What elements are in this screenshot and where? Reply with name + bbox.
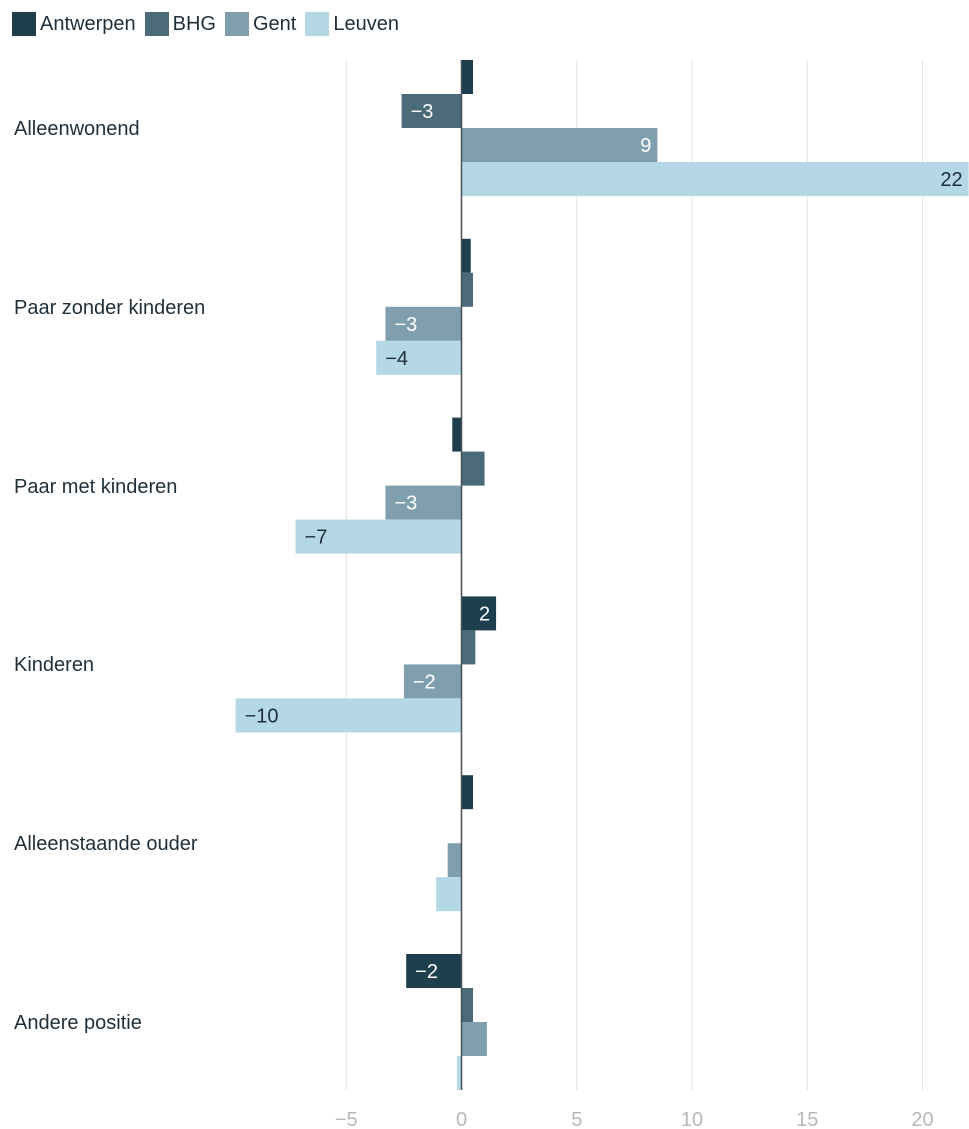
bar-antwerpen-paar-met-kinderen xyxy=(452,417,462,452)
legend-item-leuven: Leuven xyxy=(305,12,399,36)
bar-gent-paar-met-kinderen xyxy=(385,485,462,520)
data-label-gent-paar-zonder-kinderen: −3 xyxy=(394,314,417,336)
legend-swatch-antwerpen xyxy=(12,12,36,36)
bar-gent-kinderen xyxy=(403,664,462,699)
x-tick-label-3: 10 xyxy=(681,1109,703,1129)
bar-gent-alleenstaande-ouder xyxy=(447,843,462,878)
x-tick-label-4: 15 xyxy=(796,1109,818,1129)
bar-antwerpen-paar-zonder-kinderen xyxy=(461,238,471,273)
legend-swatch-leuven xyxy=(305,12,330,36)
category-label-alleenstaande-ouder: Alleenstaande ouder xyxy=(14,833,198,855)
data-label-leuven-paar-met-kinderen: −7 xyxy=(305,527,328,549)
data-label-leuven-alleenwonend: 22 xyxy=(940,169,962,191)
x-tick-label-0: −5 xyxy=(335,1109,358,1129)
bar-bhg-paar-zonder-kinderen xyxy=(461,272,474,307)
bar-gent-alleenwonend xyxy=(461,128,658,162)
x-tick-label-5: 20 xyxy=(911,1109,933,1129)
bar-leuven-alleenstaande-ouder xyxy=(436,877,462,912)
bar-bhg-andere-positie xyxy=(461,988,474,1022)
legend-swatch-bhg xyxy=(144,12,169,36)
bar-bhg-alleenwonend xyxy=(401,94,462,128)
bar-leuven-alleenwonend xyxy=(461,162,969,196)
legend-item-gent: Gent xyxy=(224,12,297,36)
bar-leuven-paar-zonder-kinderen xyxy=(376,340,462,375)
bar-leuven-paar-met-kinderen xyxy=(295,519,462,554)
x-tick-label-1: 0 xyxy=(456,1109,467,1129)
data-label-gent-alleenwonend: 9 xyxy=(640,135,651,157)
bar-antwerpen-kinderen xyxy=(461,596,497,631)
legend-label-gent: Gent xyxy=(252,12,297,35)
bar-leuven-kinderen xyxy=(235,698,462,733)
category-label-alleenwonend: Alleenwonend xyxy=(14,118,140,140)
bar-gent-andere-positie xyxy=(461,1022,487,1056)
bar-antwerpen-andere-positie xyxy=(406,954,462,988)
legend-label-antwerpen: Antwerpen xyxy=(40,12,136,35)
data-label-leuven-kinderen: −10 xyxy=(245,705,279,727)
legend-label-leuven: Leuven xyxy=(333,12,399,35)
bar-antwerpen-alleenwonend xyxy=(461,60,474,94)
data-label-gent-paar-met-kinderen: −3 xyxy=(394,493,417,515)
bar-gent-paar-zonder-kinderen xyxy=(385,306,462,341)
bar-bhg-kinderen xyxy=(461,630,476,665)
data-label-gent-kinderen: −2 xyxy=(413,671,436,693)
category-label-paar-met-kinderen: Paar met kinderen xyxy=(14,476,178,498)
x-tick-label-2: 5 xyxy=(571,1109,582,1129)
bar-antwerpen-alleenstaande-ouder xyxy=(461,775,474,810)
data-label-antwerpen-kinderen: 2 xyxy=(479,603,490,625)
legend-item-antwerpen: Antwerpen xyxy=(12,12,136,36)
bar-leuven-andere-positie xyxy=(456,1056,462,1090)
data-label-antwerpen-andere-positie: −2 xyxy=(415,961,438,983)
legend-label-bhg: BHG xyxy=(172,12,216,35)
data-label-leuven-paar-zonder-kinderen: −4 xyxy=(385,348,408,370)
data-label-bhg-alleenwonend: −3 xyxy=(411,101,434,123)
bar-bhg-paar-met-kinderen xyxy=(461,451,485,486)
category-label-paar-zonder-kinderen: Paar zonder kinderen xyxy=(14,297,206,319)
legend: Antwerpen BHG Gent Leuven xyxy=(12,12,408,36)
legend-swatch-gent xyxy=(224,12,249,36)
legend-item-bhg: BHG xyxy=(144,12,216,36)
category-label-kinderen: Kinderen xyxy=(14,654,95,676)
category-label-andere-positie: Andere positie xyxy=(14,1012,142,1034)
